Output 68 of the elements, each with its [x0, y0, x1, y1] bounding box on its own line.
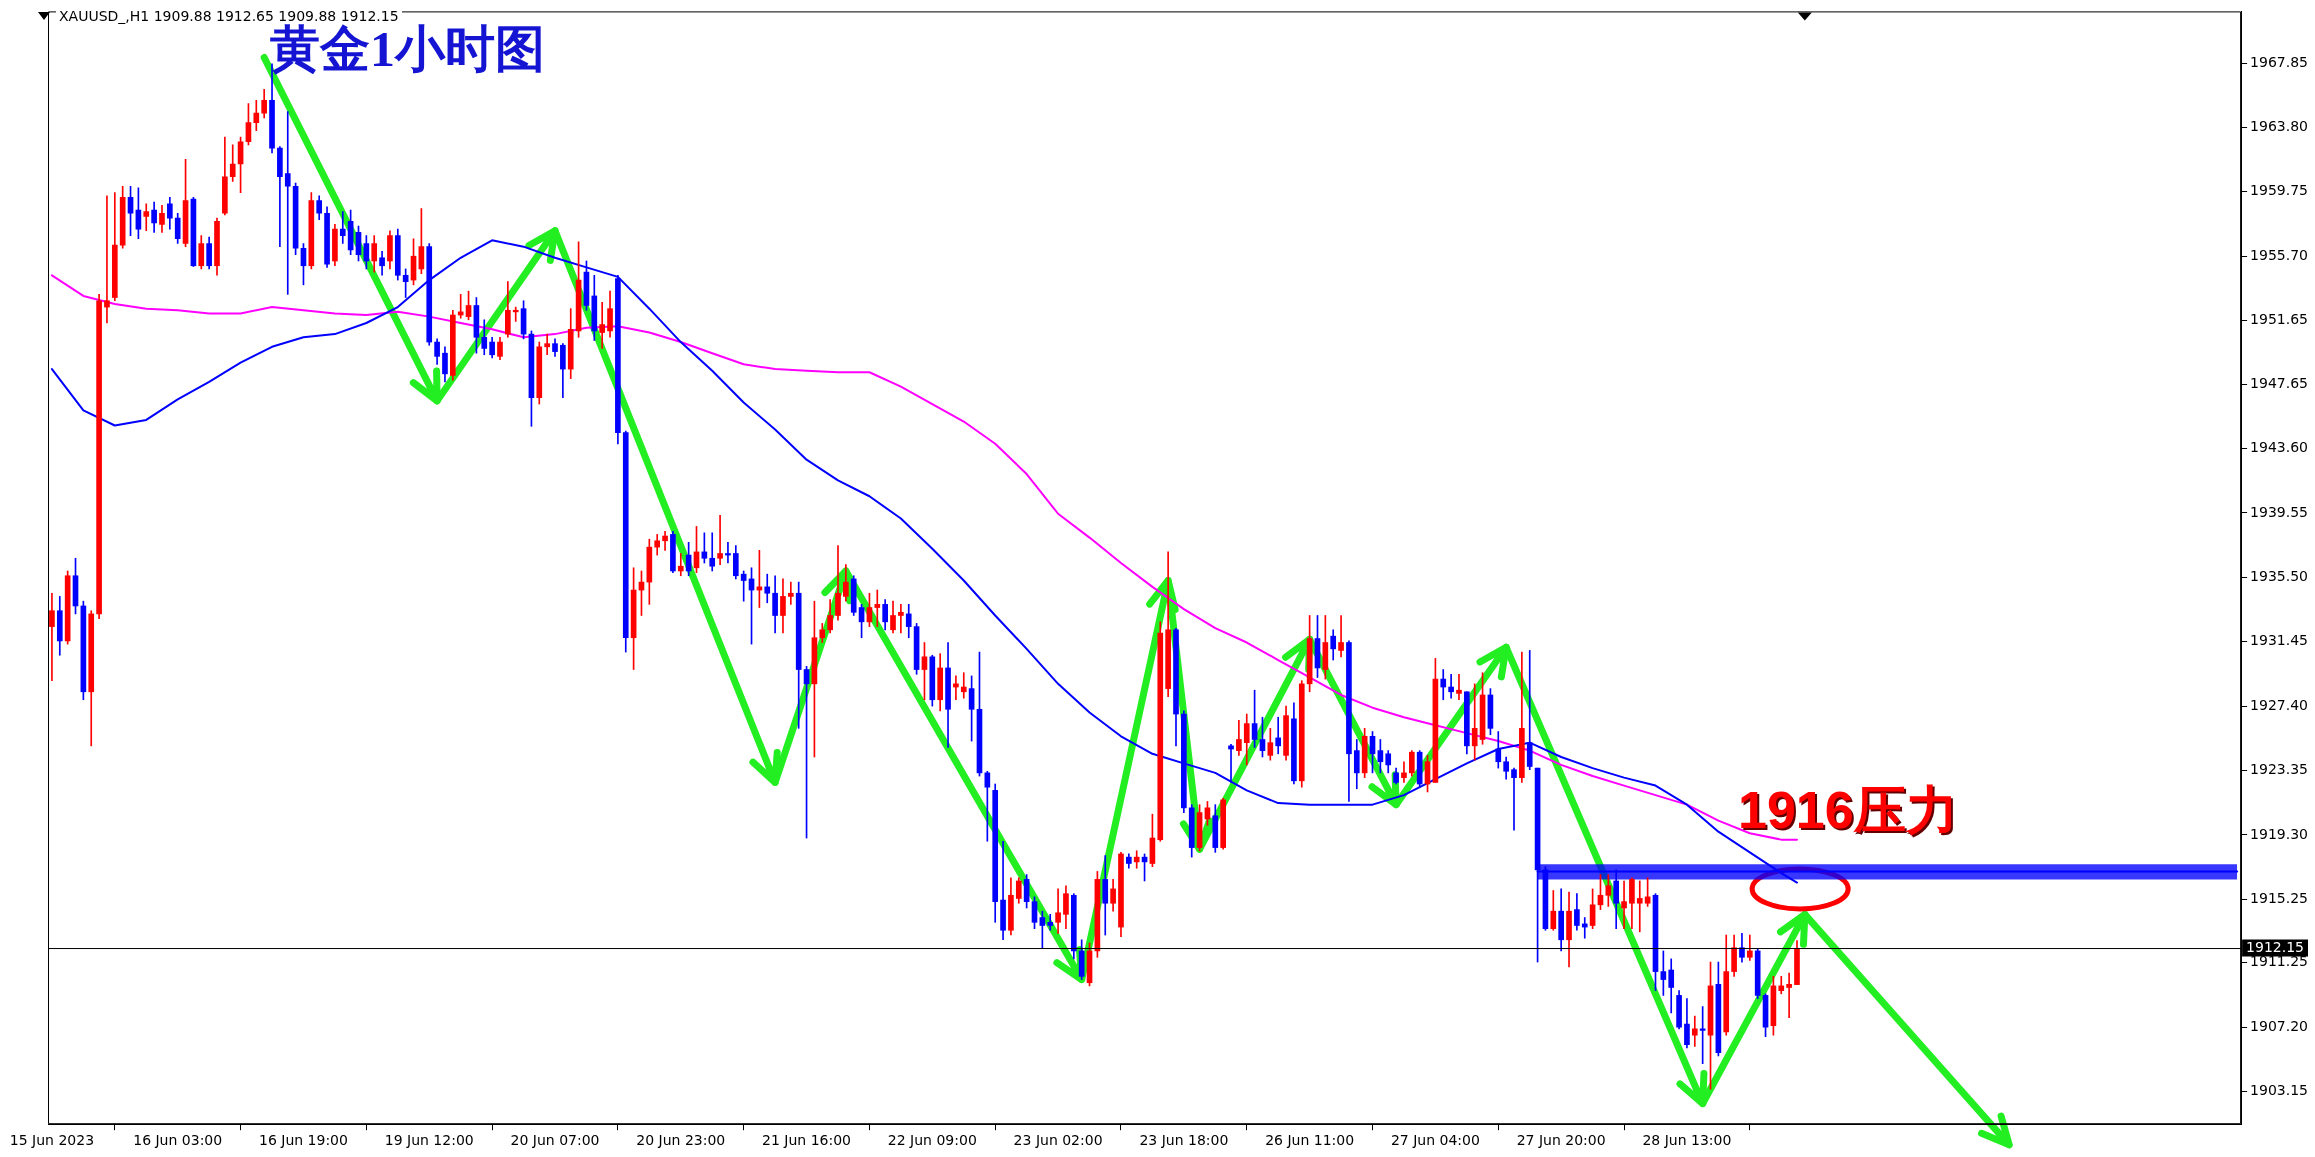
candlestick [1526, 650, 1533, 771]
y-tick-label: 1963.80 [2250, 118, 2309, 135]
candlestick [1456, 673, 1462, 701]
candlestick [717, 515, 723, 565]
x-tick-label: 20 Jun 23:00 [636, 1132, 726, 1149]
candlestick [1047, 914, 1054, 931]
y-tick-label: 1931.45 [2250, 632, 2309, 649]
candlestick [874, 589, 881, 627]
candlestick [960, 672, 967, 699]
y-tick-label: 1915.25 [2250, 889, 2309, 906]
x-tick-label: 22 Jun 09:00 [887, 1132, 977, 1149]
y-tick-label: 1923.35 [2250, 761, 2309, 778]
y-tick-label: 1959.75 [2250, 182, 2309, 199]
candlestick [1440, 669, 1447, 701]
x-tick-label: 20 Jun 07:00 [510, 1132, 600, 1149]
x-tick-label: 23 Jun 18:00 [1139, 1132, 1229, 1149]
candlestick [1621, 880, 1627, 929]
y-tick-label: 1943.60 [2250, 439, 2309, 456]
chart-subtitle: XAUUSD_,H1 1909.88 1912.65 1909.88 1912.15 [56, 8, 402, 24]
candlestick [339, 211, 346, 244]
y-tick-label: 1911.25 [2250, 953, 2309, 970]
candlestick [49, 592, 55, 681]
candlestick [725, 542, 731, 564]
candlestick [788, 581, 794, 605]
candlestick [1275, 716, 1282, 755]
candlestick [1471, 683, 1478, 761]
x-tick-label: 27 Jun 04:00 [1390, 1132, 1480, 1149]
candlestick [1691, 1015, 1698, 1047]
x-tick-label: 16 Jun 03:00 [133, 1132, 223, 1149]
y-tick-label: 1955.70 [2250, 246, 2309, 263]
candlestick [1786, 972, 1792, 1019]
candlestick [104, 195, 110, 324]
candlestick [599, 301, 605, 349]
x-tick-label: 19 Jun 12:00 [384, 1132, 474, 1149]
candlestick [1338, 615, 1344, 658]
candlestick [512, 306, 519, 322]
y-tick-label: 1935.50 [2250, 567, 2309, 584]
candlestick [662, 530, 668, 551]
candlestick [1448, 673, 1454, 699]
y-tick-label: 1927.40 [2250, 696, 2309, 713]
candlestick [677, 553, 684, 577]
candlestick [709, 532, 716, 572]
y-tick-label: 1907.20 [2250, 1017, 2309, 1034]
candlestick [1055, 888, 1061, 934]
candlestick [764, 573, 771, 604]
candlestick [143, 203, 150, 232]
candlestick [544, 333, 550, 356]
x-tick-label: 23 Jun 02:00 [1013, 1132, 1103, 1149]
candlestick [1133, 850, 1140, 869]
annotation: 1916压力 [1738, 780, 1958, 841]
x-tick-label: 26 Jun 11:00 [1265, 1132, 1355, 1149]
candlestick [1511, 767, 1517, 831]
x-tick-label: 27 Jun 20:00 [1516, 1132, 1606, 1149]
candlestick [1636, 880, 1643, 933]
x-tick-label: 21 Jun 16:00 [762, 1132, 852, 1149]
y-tick-label: 1919.30 [2250, 825, 2309, 842]
candlestick [898, 604, 904, 634]
candlestick [1401, 761, 1407, 783]
candlestick [284, 111, 291, 295]
y-tick-label: 1951.65 [2250, 311, 2309, 328]
y-tick-label: 1939.55 [2250, 503, 2309, 520]
x-tick-label: 16 Jun 19:00 [259, 1132, 348, 1149]
ref-line-label: 1912.15 [2246, 939, 2305, 956]
y-tick-label: 1903.15 [2250, 1082, 2309, 1099]
x-tick-label: 15 Jun 2023 [9, 1132, 95, 1149]
y-tick-label: 1947.65 [2250, 374, 2309, 391]
x-tick-label: 28 Jun 13:00 [1642, 1132, 1732, 1149]
y-tick-label: 1967.85 [2250, 53, 2309, 70]
